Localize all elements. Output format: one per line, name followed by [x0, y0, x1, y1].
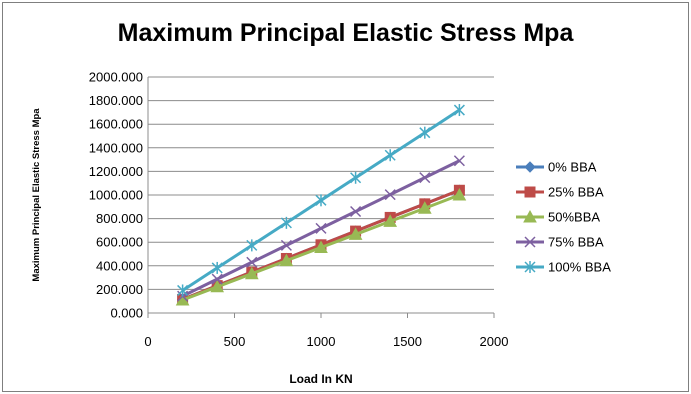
- legend-marker: [524, 236, 536, 248]
- y-axis-title: Maximum Principal Elastic Stress Mpa: [31, 108, 42, 282]
- triangle-marker: [523, 209, 537, 223]
- data-point: [350, 205, 362, 218]
- y-tick-label: 800.000: [96, 211, 143, 226]
- data-point: [279, 253, 294, 267]
- data-point: [177, 284, 189, 297]
- triangle-marker: [210, 279, 225, 293]
- data-point: [211, 261, 223, 274]
- x-marker-stroke: [524, 236, 536, 248]
- y-tick-label: 200.000: [96, 282, 143, 297]
- triangle-marker: [383, 214, 398, 227]
- legend-label: 75% BBA: [548, 235, 604, 250]
- triangle-marker: [314, 240, 328, 254]
- y-tick-label: 600.000: [96, 235, 143, 250]
- data-point: [348, 227, 363, 240]
- triangle-marker: [348, 227, 363, 240]
- data-point: [453, 155, 465, 167]
- y-tick-label: 2000.000: [89, 70, 143, 85]
- y-tick-label: 1200.000: [89, 164, 143, 179]
- triangle-marker: [417, 201, 432, 214]
- data-point: [417, 201, 432, 214]
- x-marker-stroke: [453, 155, 465, 167]
- data-point: [350, 171, 362, 184]
- triangle-marker: [279, 253, 294, 267]
- y-tick-label: 400.000: [96, 258, 143, 273]
- triangle-marker: [452, 187, 467, 201]
- y-tick-label: 1000.000: [89, 188, 143, 203]
- triangle-marker: [244, 266, 259, 280]
- data-point: [314, 240, 328, 254]
- x-marker-stroke: [246, 256, 258, 268]
- data-point: [210, 279, 225, 293]
- chart-title: Maximum Principal Elastic Stress Mpa: [117, 19, 574, 47]
- x-marker-stroke: [280, 239, 292, 251]
- legend-label: 0% BBA: [548, 160, 597, 175]
- data-point: [244, 266, 259, 280]
- legend-label: 25% BBA: [548, 185, 604, 200]
- data-point: [383, 214, 398, 227]
- y-tick-label: 0.000: [110, 306, 143, 321]
- x-axis-title: Load In KN: [289, 372, 352, 386]
- x-marker-stroke: [419, 172, 431, 184]
- data-point: [419, 126, 431, 139]
- x-tick-label: 500: [224, 334, 246, 349]
- legend-marker: [524, 161, 536, 173]
- x-marker-stroke: [350, 205, 362, 218]
- x-tick-label: 1500: [393, 334, 422, 349]
- diamond-marker: [524, 161, 536, 173]
- legend-marker: [524, 261, 536, 273]
- legend-label: 100% BBA: [548, 260, 611, 275]
- x-marker-stroke: [211, 273, 223, 285]
- data-point: [280, 239, 292, 251]
- y-tick-label: 1800.000: [89, 93, 143, 108]
- data-point: [315, 222, 327, 234]
- y-tick-label: 1400.000: [89, 140, 143, 155]
- legend-marker: [524, 186, 536, 198]
- data-point: [419, 172, 431, 184]
- data-point: [246, 239, 258, 252]
- data-point: [315, 194, 327, 207]
- y-tick-label: 1600.000: [89, 117, 143, 132]
- legend-marker: [523, 209, 537, 223]
- data-point: [246, 256, 258, 268]
- x-tick-label: 1000: [307, 334, 336, 349]
- legend-label: 50%BBA: [548, 210, 600, 225]
- data-point: [280, 216, 292, 229]
- data-point: [453, 104, 465, 117]
- data-point: [211, 273, 223, 285]
- data-point: [384, 149, 396, 162]
- square-marker: [524, 186, 536, 198]
- x-tick-label: 0: [144, 334, 151, 349]
- data-point: [384, 189, 396, 201]
- x-tick-label: 2000: [480, 334, 509, 349]
- data-point: [452, 187, 467, 201]
- x-marker-stroke: [384, 189, 396, 201]
- x-marker-stroke: [315, 222, 327, 234]
